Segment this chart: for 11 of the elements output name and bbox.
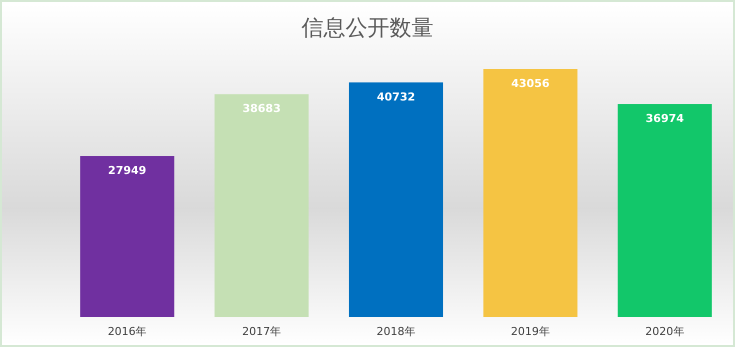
data-label: 38683: [242, 102, 281, 116]
data-label: 27949: [108, 164, 146, 178]
data-label: 40732: [376, 90, 416, 104]
x-tick-label: 2020年: [645, 325, 684, 338]
x-tick-label: 2016年: [108, 325, 147, 338]
data-label: 36974: [646, 112, 684, 126]
chart-title: 信息公开数量: [302, 16, 434, 41]
data-label: 43056: [511, 77, 550, 90]
x-tick-label: 2018年: [376, 325, 416, 338]
x-tick-label: 2019年: [510, 325, 550, 338]
x-tick-label: 2017年: [242, 325, 282, 338]
